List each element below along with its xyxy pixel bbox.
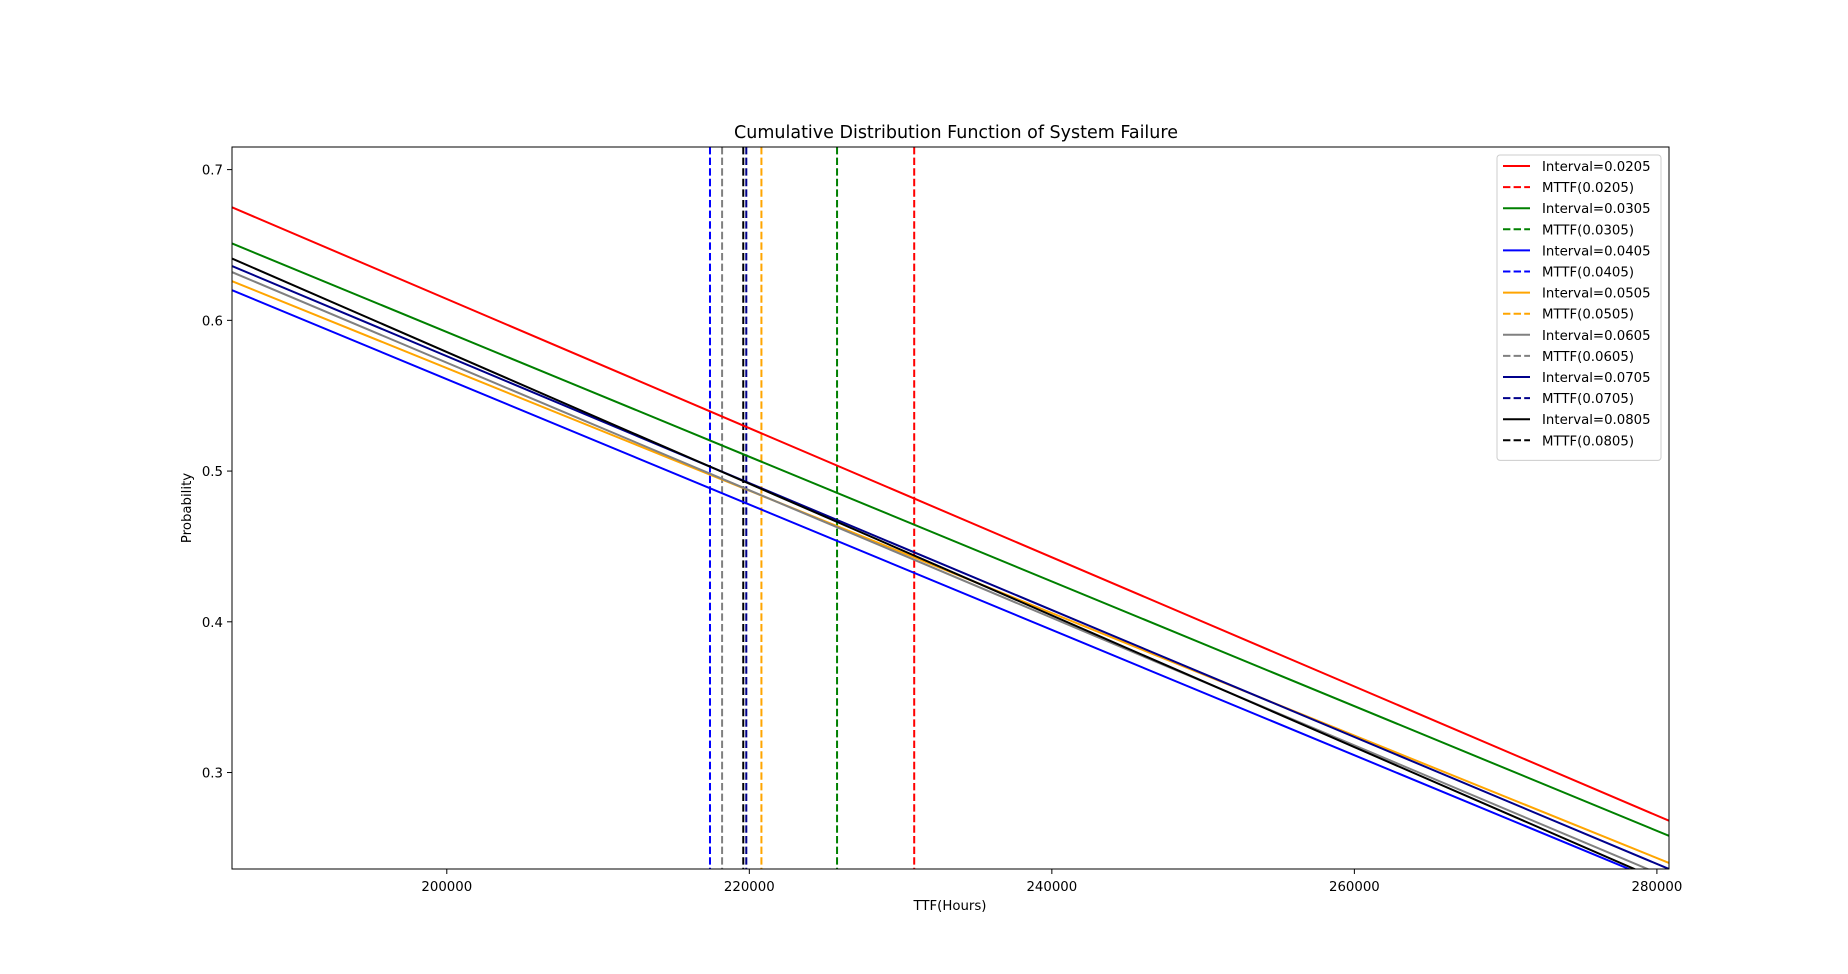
series-line-1 (232, 242, 1669, 837)
legend-label: MTTF(0.0305) (1542, 223, 1634, 238)
x-axis-label: TTF(Hours) (913, 899, 987, 914)
legend-label: Interval=0.0805 (1542, 413, 1651, 428)
legend-box (1496, 154, 1662, 461)
legend-label: Interval=0.0405 (1542, 244, 1651, 259)
legend-label: Interval=0.0205 (1542, 160, 1651, 175)
legend-label: Interval=0.0305 (1542, 202, 1651, 217)
x-tick-label: 280000 (1632, 880, 1683, 895)
y-tick-label: 0.7 (202, 164, 223, 179)
y-tick-label: 0.4 (202, 616, 223, 631)
x-tick-label: 220000 (724, 880, 775, 895)
x-tick-label: 260000 (1329, 880, 1380, 895)
legend-label: MTTF(0.0505) (1542, 308, 1634, 323)
series-line-5 (232, 265, 1669, 869)
series-line-0 (232, 206, 1669, 822)
legend-label: MTTF(0.0405) (1542, 266, 1634, 281)
legend-label: Interval=0.0505 (1542, 287, 1651, 302)
legend-label: MTTF(0.0705) (1542, 392, 1634, 407)
legend-label: Interval=0.0605 (1542, 329, 1651, 344)
legend-label: MTTF(0.0805) (1542, 434, 1634, 449)
legend-label: Interval=0.0705 (1542, 371, 1651, 386)
plot-area (232, 147, 1669, 869)
x-tick-label: 240000 (1026, 880, 1077, 895)
series-line-6 (232, 257, 1637, 869)
y-axis: 0.3 0.4 0.5 0.6 0.7 (202, 164, 232, 782)
x-tick-label: 200000 (421, 880, 472, 895)
legend-label: MTTF(0.0605) (1542, 350, 1634, 365)
y-axis-label: Probability (180, 473, 195, 543)
legend: Interval=0.0205 MTTF(0.0205) Interval=0.03… (1496, 154, 1662, 461)
series-line-2 (232, 289, 1632, 869)
chart-title: Cumulative Distribution Function of Syst… (734, 123, 1178, 143)
plot-frame (231, 146, 1670, 870)
y-tick-label: 0.3 (202, 767, 223, 782)
series-line-4 (232, 271, 1651, 869)
y-tick-label: 0.5 (202, 465, 223, 480)
legend-label: MTTF(0.0205) (1542, 181, 1634, 196)
y-tick-label: 0.6 (202, 314, 223, 329)
x-axis: 200000 220000 240000 260000 280000 (421, 869, 1682, 895)
